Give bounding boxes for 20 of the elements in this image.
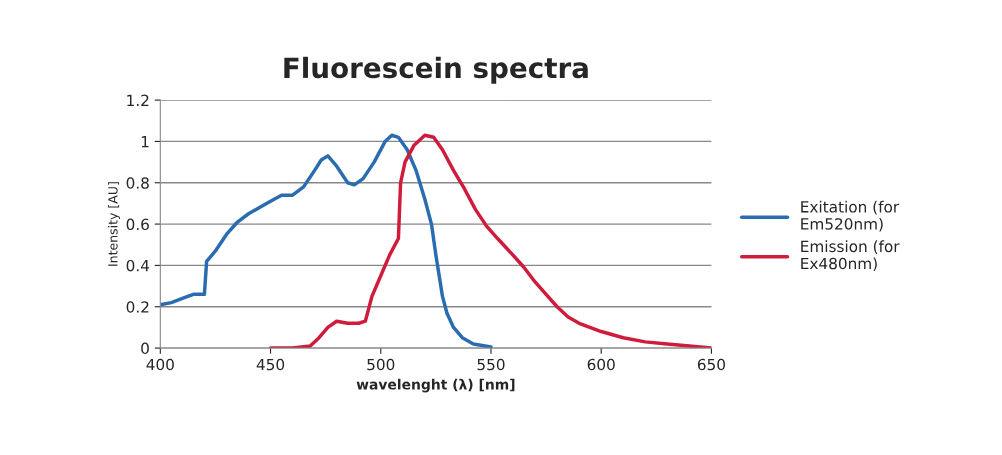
chart-title: Fluorescein spectra	[284, 56, 588, 84]
x-tick-label: 600	[587, 358, 615, 371]
x-tick-label: 450	[256, 358, 285, 371]
y-axis-title: Intensity [AU]	[107, 182, 121, 266]
y-tick-label: 0	[141, 342, 149, 355]
y-tick-label: 1	[141, 136, 149, 148]
y-tick-label: 0.8	[126, 177, 149, 189]
x-tick-label: 550	[477, 358, 505, 371]
y-tick-label: 0.4	[126, 259, 150, 272]
y-tick-label: 0.2	[126, 301, 149, 313]
x-tick-label: 500	[367, 358, 395, 371]
x-axis-title: wavelenght (λ) [nm]	[356, 378, 515, 393]
x-tick-label: 650	[697, 358, 725, 371]
y-tick-label: 1.2	[127, 94, 149, 106]
line-series	[160, 133, 493, 349]
x-tick-label: 400	[146, 358, 174, 371]
y-tick-label: 0.6	[126, 218, 149, 231]
legend-label: Exitation (for Em520nm)	[801, 200, 900, 232]
line-series	[268, 133, 712, 349]
legend-label: Emission (for Ex480nm)	[801, 240, 900, 272]
